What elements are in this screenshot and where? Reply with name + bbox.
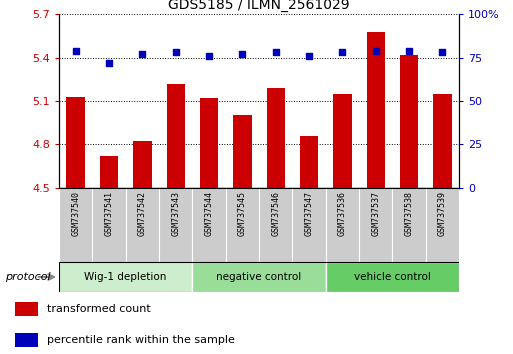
Text: GSM737546: GSM737546 <box>271 191 280 236</box>
Text: GSM737544: GSM737544 <box>205 191 213 236</box>
Bar <box>400 55 418 188</box>
Bar <box>100 156 118 188</box>
Point <box>438 50 446 55</box>
Text: GSM737547: GSM737547 <box>305 191 313 236</box>
Bar <box>359 188 392 262</box>
Point <box>405 48 413 53</box>
Text: GSM737538: GSM737538 <box>405 191 413 236</box>
Point <box>271 50 280 55</box>
Bar <box>133 141 151 188</box>
Bar <box>15 333 38 347</box>
Bar <box>67 97 85 188</box>
Point <box>371 48 380 53</box>
Text: GSM737537: GSM737537 <box>371 191 380 236</box>
Bar <box>333 94 351 188</box>
Point <box>205 53 213 59</box>
Bar <box>192 188 226 262</box>
Bar <box>392 188 426 262</box>
Bar <box>292 188 326 262</box>
Point <box>105 60 113 65</box>
Bar <box>92 188 126 262</box>
Bar <box>126 188 159 262</box>
Text: GSM737536: GSM737536 <box>338 191 347 236</box>
Text: GSM737539: GSM737539 <box>438 191 447 236</box>
Text: GSM737545: GSM737545 <box>238 191 247 236</box>
Bar <box>59 262 192 292</box>
Text: GSM737542: GSM737542 <box>138 191 147 236</box>
Text: vehicle control: vehicle control <box>354 272 431 282</box>
Text: Wig-1 depletion: Wig-1 depletion <box>85 272 167 282</box>
Bar <box>192 262 326 292</box>
Bar <box>259 188 292 262</box>
Text: transformed count: transformed count <box>47 304 151 314</box>
Bar <box>200 98 218 188</box>
Title: GDS5185 / ILMN_2561029: GDS5185 / ILMN_2561029 <box>168 0 350 12</box>
Bar <box>326 262 459 292</box>
Point <box>238 51 246 57</box>
Text: protocol: protocol <box>5 272 51 282</box>
Bar <box>426 188 459 262</box>
Point <box>171 50 180 55</box>
Bar <box>300 136 318 188</box>
Bar <box>433 94 451 188</box>
Text: GSM737540: GSM737540 <box>71 191 80 236</box>
Bar <box>267 88 285 188</box>
Bar <box>367 32 385 188</box>
Bar <box>15 302 38 316</box>
Point <box>305 53 313 59</box>
Text: negative control: negative control <box>216 272 302 282</box>
Text: percentile rank within the sample: percentile rank within the sample <box>47 335 235 345</box>
Text: GSM737543: GSM737543 <box>171 191 180 236</box>
Bar <box>326 188 359 262</box>
Point <box>138 51 146 57</box>
Bar <box>159 188 192 262</box>
Text: GSM737541: GSM737541 <box>105 191 113 236</box>
Bar <box>59 188 92 262</box>
Bar <box>167 84 185 188</box>
Bar <box>233 115 251 188</box>
Point <box>71 48 80 53</box>
Point <box>338 50 346 55</box>
Bar <box>226 188 259 262</box>
